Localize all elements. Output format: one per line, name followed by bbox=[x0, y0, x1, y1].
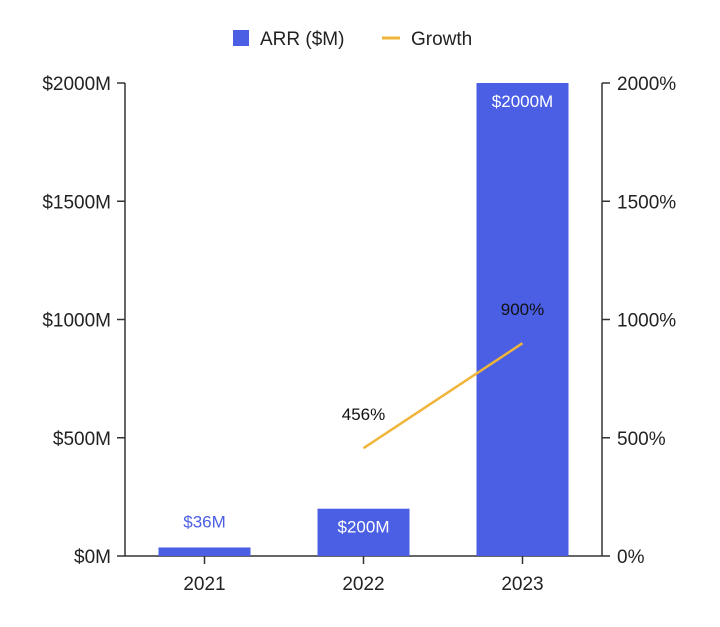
right-tick-label: 0% bbox=[617, 547, 645, 568]
growth-value-label: 456% bbox=[342, 405, 385, 424]
axes: $0M $500M $1000M $1500M $2000M 0% 500% 1000% 150… bbox=[42, 74, 676, 595]
left-tick-label: $0M bbox=[74, 547, 111, 568]
x-tick-label: 2021 bbox=[183, 574, 225, 595]
bar-value-label: $200M bbox=[338, 518, 390, 537]
bar-value-label: $2000M bbox=[492, 92, 553, 111]
right-tick-label: 500% bbox=[617, 429, 666, 450]
growth-value-label: 900% bbox=[501, 300, 544, 319]
right-tick-label: 1500% bbox=[617, 192, 676, 213]
bars bbox=[158, 83, 569, 556]
right-tick-label: 2000% bbox=[617, 74, 676, 95]
growth-line bbox=[362, 342, 524, 450]
growth-line-path bbox=[362, 342, 524, 450]
x-tick-label: 2023 bbox=[501, 574, 543, 595]
bar-2023 bbox=[476, 83, 569, 556]
x-tick-label: 2022 bbox=[342, 574, 384, 595]
right-tick-label: 1000% bbox=[617, 311, 676, 332]
legend-bar-swatch bbox=[233, 30, 249, 46]
bar-2022 bbox=[317, 508, 410, 556]
legend-label-growth: Growth bbox=[411, 29, 472, 50]
data-labels: $36M $200M $2000M 456% 900% bbox=[183, 92, 553, 537]
left-tick-label: $1000M bbox=[42, 311, 111, 332]
legend-label-arr: ARR ($M) bbox=[260, 29, 344, 50]
bar-2021 bbox=[158, 547, 251, 556]
left-tick-label: $1500M bbox=[42, 192, 111, 213]
legend: ARR ($M) Growth bbox=[233, 29, 472, 50]
left-tick-label: $500M bbox=[53, 429, 111, 450]
bar-value-label: $36M bbox=[183, 512, 226, 531]
left-tick-label: $2000M bbox=[42, 74, 111, 95]
